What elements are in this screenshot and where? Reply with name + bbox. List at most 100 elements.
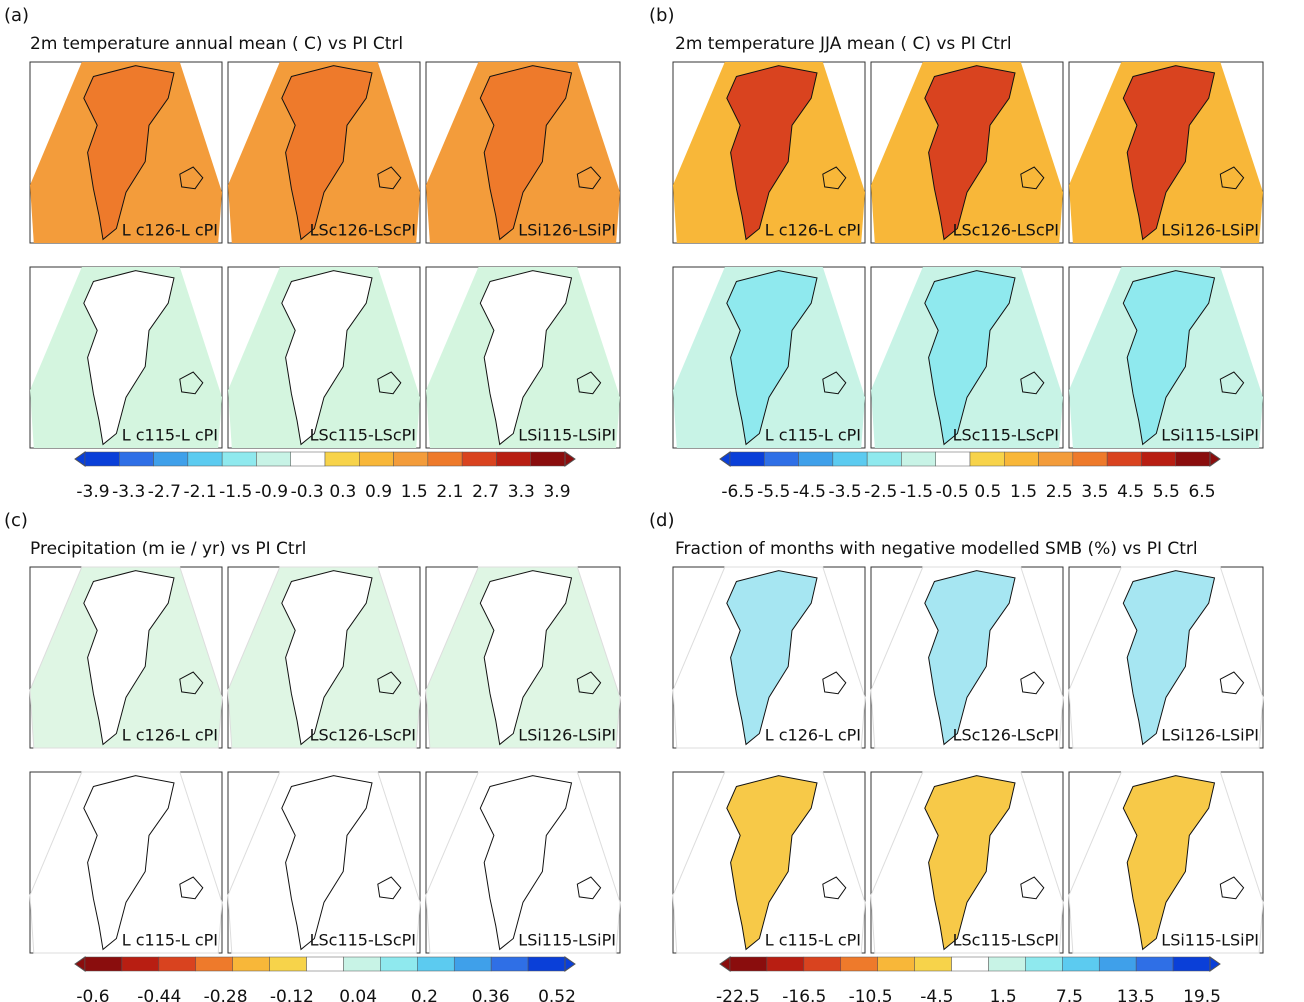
map-label: L c115-L cPI xyxy=(122,931,218,950)
colorbar-cell xyxy=(951,956,989,972)
colorbar-tick-label: 1.5 xyxy=(1010,482,1037,502)
colorbar-tick-label: -4.5 xyxy=(793,482,826,502)
map-label: L c115-L cPI xyxy=(765,426,861,445)
iceland xyxy=(822,876,847,900)
iceland xyxy=(179,876,204,900)
iceland xyxy=(377,166,402,190)
greenland-field xyxy=(1122,775,1216,951)
map-label: LSi115-LSiPI xyxy=(1161,931,1259,950)
greenland-field xyxy=(726,570,818,746)
greenland-field xyxy=(924,65,1016,241)
colorbar-tick-label: -0.28 xyxy=(204,987,248,1002)
colorbar-cell xyxy=(269,956,307,972)
colorbar-cell xyxy=(496,451,531,467)
colorbar-end xyxy=(74,451,86,467)
colorbar-cell xyxy=(832,451,868,467)
colorbar-tick-label: -1.5 xyxy=(219,482,252,502)
iceland xyxy=(576,671,602,695)
colorbar-cell xyxy=(988,956,1026,972)
colorbar-cell xyxy=(290,451,326,467)
colorbar-tick-label: 5.5 xyxy=(1153,482,1180,502)
colorbar-end xyxy=(564,451,576,467)
map-label: LSi115-LSiPI xyxy=(518,931,616,950)
colorbar-cell xyxy=(119,451,154,467)
colorbar-cell xyxy=(306,956,344,972)
colorbar-cell xyxy=(1004,451,1039,467)
greenland-field xyxy=(726,775,818,951)
colorbar-tick-label: 0.04 xyxy=(339,987,377,1002)
colorbar-cell xyxy=(417,956,455,972)
colorbar-end xyxy=(719,451,731,467)
map-label: LSc126-LScPI xyxy=(310,221,416,240)
iceland xyxy=(1020,166,1045,190)
panel-label: (d) xyxy=(649,510,674,531)
map-label: LSc115-LScPI xyxy=(310,426,416,445)
colorbar-end xyxy=(1209,956,1221,972)
colorbar-tick-label: 3.9 xyxy=(543,482,570,502)
map-label: LSc126-LScPI xyxy=(953,221,1059,240)
iceland xyxy=(822,166,847,190)
colorbar-tick-label: 0.2 xyxy=(411,987,438,1002)
panel-title: 2m temperature JJA mean ( C) vs PI Ctrl xyxy=(675,34,1012,54)
colorbar-end xyxy=(564,956,576,972)
greenland-field xyxy=(479,270,573,446)
colorbar-tick-label: 0.3 xyxy=(329,482,356,502)
colorbar-cell xyxy=(729,451,765,467)
greenland-field xyxy=(83,570,175,746)
greenland-field xyxy=(281,270,373,446)
colorbar-cell xyxy=(866,451,902,467)
colorbar-tick-label: -2.7 xyxy=(148,482,181,502)
iceland xyxy=(179,371,204,395)
colorbar-cell xyxy=(427,451,463,467)
colorbar-cell xyxy=(1106,451,1142,467)
map-label: L c126-L cPI xyxy=(122,221,218,240)
colorbar-cell xyxy=(1141,451,1176,467)
colorbar-cell xyxy=(232,956,270,972)
colorbar-tick-label: -0.9 xyxy=(255,482,288,502)
map-label: LSi126-LSiPI xyxy=(1161,221,1259,240)
colorbar-cell xyxy=(1062,956,1100,972)
map-label: L c126-L cPI xyxy=(765,221,861,240)
colorbar-tick-label: -3.5 xyxy=(828,482,861,502)
colorbar-tick-label: -1.5 xyxy=(900,482,933,502)
greenland-field xyxy=(83,775,175,951)
greenland-field xyxy=(1122,570,1216,746)
panel-label: (a) xyxy=(4,5,29,26)
colorbar-cell xyxy=(803,956,842,972)
iceland xyxy=(179,166,204,190)
colorbar-cell xyxy=(453,956,492,972)
colorbar-cell xyxy=(1098,956,1137,972)
colorbar-tick-label: -2.5 xyxy=(864,482,897,502)
colorbar-cell xyxy=(1175,451,1211,467)
colorbar-tick-label: -4.5 xyxy=(920,987,953,1002)
colorbar-tick-label: 3.5 xyxy=(1081,482,1108,502)
colorbar-cell xyxy=(343,956,381,972)
colorbar-cell xyxy=(766,956,805,972)
colorbar-cell xyxy=(527,956,566,972)
colorbar-cell xyxy=(914,956,952,972)
colorbar-tick-label: -3.9 xyxy=(76,482,109,502)
map-label: LSc115-LScPI xyxy=(310,931,416,950)
map-label: LSi115-LSiPI xyxy=(518,426,616,445)
map-label: LSc126-LScPI xyxy=(310,726,416,745)
map-label: LSc115-LScPI xyxy=(953,931,1059,950)
colorbar-tick-label: 19.5 xyxy=(1183,987,1221,1002)
greenland-field xyxy=(83,65,175,241)
greenland-field xyxy=(726,65,818,241)
colorbar-cell xyxy=(1072,451,1108,467)
colorbar-cell xyxy=(380,956,418,972)
greenland-field xyxy=(726,270,818,446)
map-label: L c115-L cPI xyxy=(765,931,861,950)
map-label: LSi126-LSiPI xyxy=(518,726,616,745)
colorbar-end xyxy=(74,956,86,972)
iceland xyxy=(822,371,847,395)
colorbar-cell xyxy=(1172,956,1211,972)
colorbar-tick-label: 2.5 xyxy=(1046,482,1073,502)
map-label: LSc115-LScPI xyxy=(953,426,1059,445)
greenland-field xyxy=(1122,65,1216,241)
colorbar-cell xyxy=(729,956,768,972)
greenland-field xyxy=(1122,270,1216,446)
colorbar-cell xyxy=(840,956,878,972)
iceland xyxy=(822,671,847,695)
